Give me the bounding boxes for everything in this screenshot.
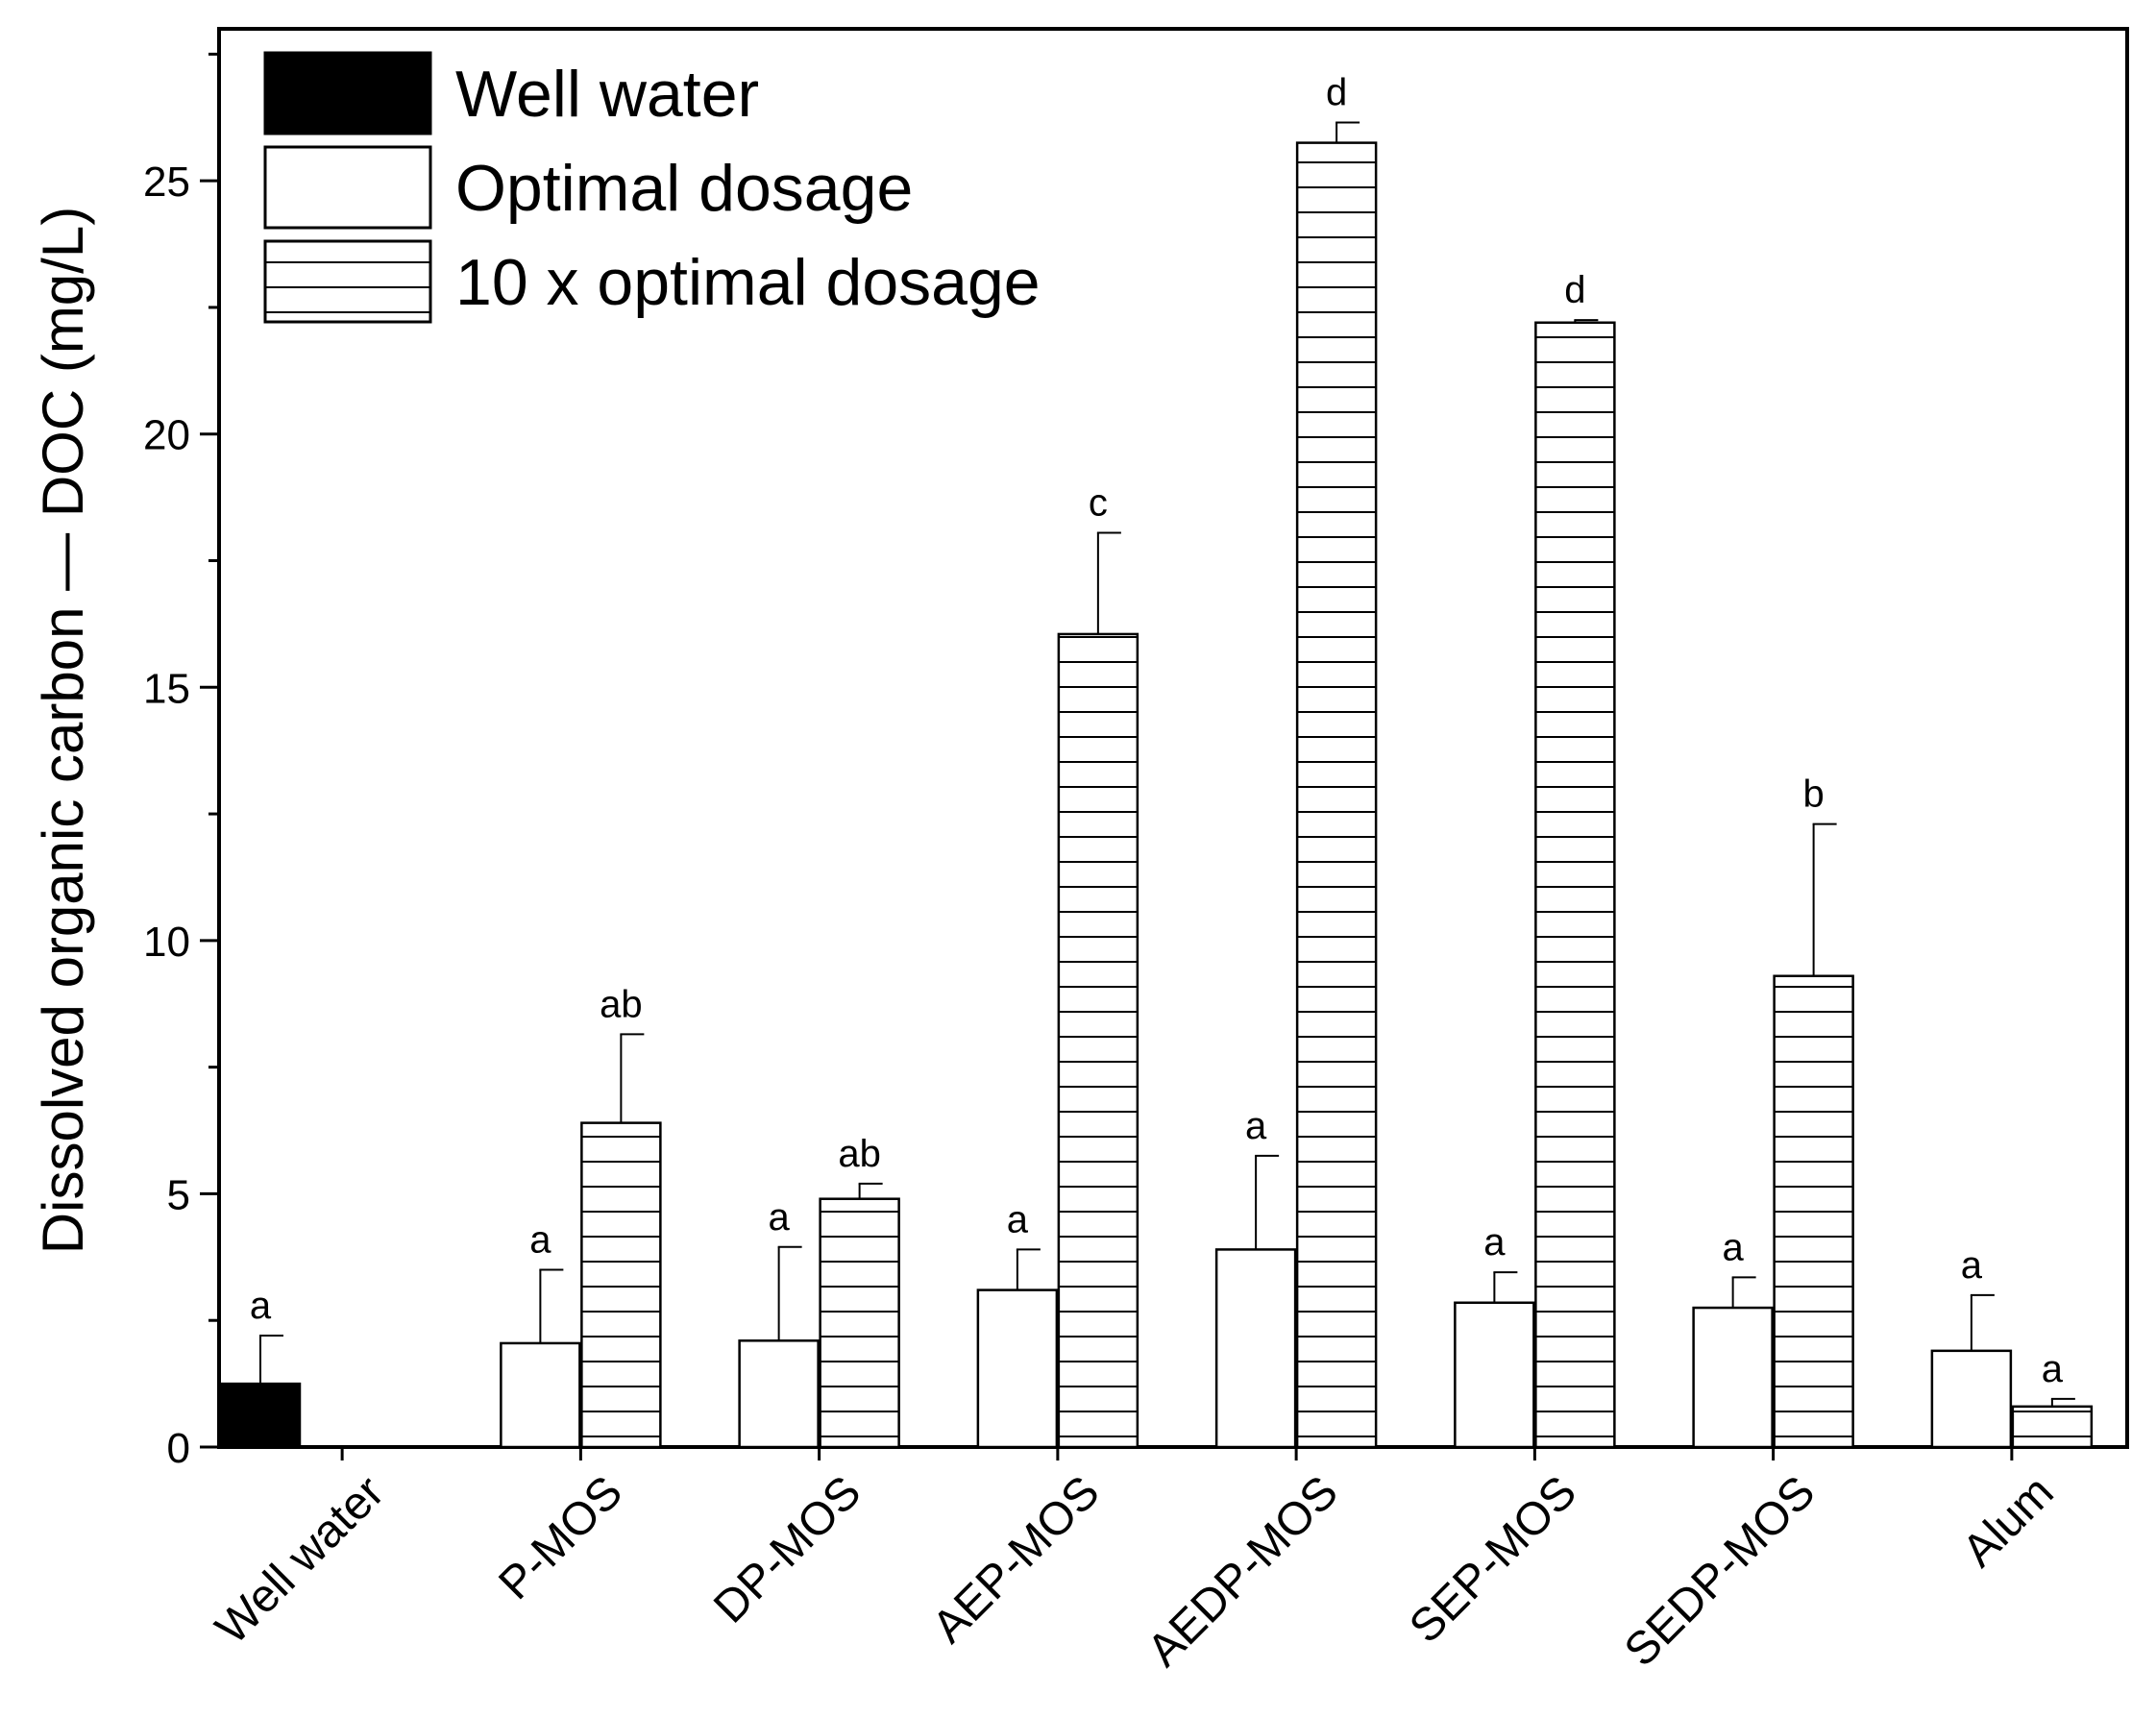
legend-swatch xyxy=(263,51,432,135)
bar xyxy=(1214,1248,1297,1449)
legend-label: Well water xyxy=(455,58,759,131)
plot-frame xyxy=(217,27,2129,1449)
bar xyxy=(1057,632,1139,1449)
y-tick-label: 5 xyxy=(167,1171,190,1218)
x-axis: Well water P-MOS DP-MOS AEP-MOS AEDP-MOS SEP-… xyxy=(207,1447,2064,1677)
bar xyxy=(1930,1349,2013,1449)
significance-label: a xyxy=(529,1219,551,1262)
legend-label: Optimal dosage xyxy=(455,152,913,225)
legend-label: 10 x optimal dosage xyxy=(455,246,1041,319)
bar xyxy=(819,1197,900,1449)
y-tick-label: 10 xyxy=(143,919,190,966)
x-tick-label: Well water xyxy=(207,1466,394,1654)
significance-label: a xyxy=(2042,1348,2064,1390)
significance-label: a xyxy=(1483,1221,1506,1264)
bar xyxy=(738,1339,820,1449)
significance-label: a xyxy=(1723,1226,1745,1268)
bar xyxy=(219,1382,302,1449)
x-tick-label: SEDP-MOS xyxy=(1615,1466,1825,1677)
legend: Well water Optimal dosage 10 x optimal dos… xyxy=(263,51,1041,324)
y-axis: 0 5 10 15 20 25 xyxy=(143,52,219,1472)
bar xyxy=(1454,1301,1535,1449)
significance-label: ab xyxy=(600,983,643,1025)
significance-label: a xyxy=(250,1285,272,1327)
y-tick-label: 15 xyxy=(143,665,190,712)
bar xyxy=(2011,1405,2094,1449)
significance-label: b xyxy=(1803,773,1825,816)
bar xyxy=(1773,974,1854,1449)
legend-swatch xyxy=(263,145,432,230)
y-tick-label: 20 xyxy=(143,412,190,459)
significance-label: a xyxy=(1007,1198,1029,1240)
bar xyxy=(1534,321,1616,1449)
bar xyxy=(1692,1306,1774,1449)
legend-swatch xyxy=(263,239,432,324)
bar xyxy=(580,1121,662,1449)
x-tick-label: SEP-MOS xyxy=(1400,1466,1586,1653)
bar xyxy=(1295,141,1378,1449)
x-tick-label: Alum xyxy=(1953,1466,2064,1577)
significance-label: ab xyxy=(838,1133,881,1175)
significance-label: a xyxy=(1245,1105,1267,1147)
y-axis-title: Dissolved organic carbon — DOC (mg/L) xyxy=(31,207,95,1254)
significance-label: a xyxy=(769,1196,791,1239)
plot-border xyxy=(217,27,2129,1449)
bar xyxy=(500,1341,581,1449)
significance-label: d xyxy=(1564,269,1585,311)
x-tick-label: AEP-MOS xyxy=(923,1466,1110,1653)
y-tick-label: 25 xyxy=(143,159,190,206)
significance-label: d xyxy=(1326,72,1347,114)
bar xyxy=(976,1288,1059,1449)
x-tick-label: P-MOS xyxy=(489,1466,632,1609)
y-tick-label: 0 xyxy=(167,1425,190,1472)
x-tick-label: DP-MOS xyxy=(704,1466,870,1632)
x-tick-label: AEDP-MOS xyxy=(1138,1466,1348,1677)
significance-label: a xyxy=(1961,1244,1983,1287)
significance-label: c xyxy=(1089,482,1108,525)
